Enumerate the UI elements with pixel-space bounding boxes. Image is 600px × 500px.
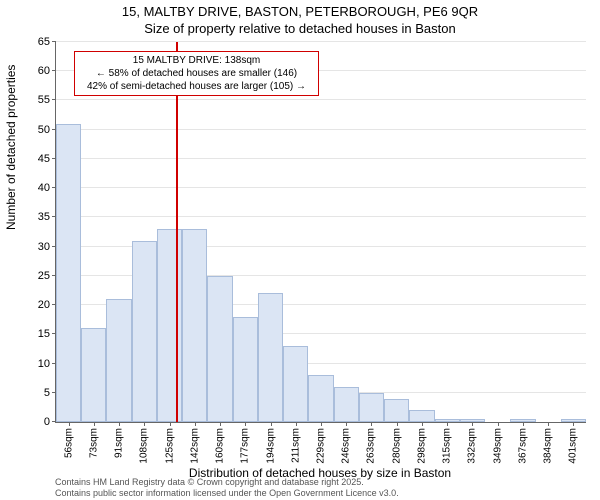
anno-line2: ← 58% of detached houses are smaller (14… [96, 68, 297, 79]
xtick-mark [296, 422, 297, 426]
xtick-label: 349sqm [492, 428, 503, 464]
plot-area: 0510152025303540455055606556sqm73sqm91sq… [55, 42, 586, 423]
xtick-label: 142sqm [189, 428, 200, 464]
gridline [56, 158, 586, 159]
ytick-label: 50 [38, 124, 56, 136]
bar [56, 124, 81, 422]
ytick-label: 15 [38, 328, 56, 340]
xtick-mark [422, 422, 423, 426]
bar [182, 229, 207, 422]
xtick-mark [245, 422, 246, 426]
xtick-label: 384sqm [543, 428, 554, 464]
xtick-mark [271, 422, 272, 426]
xtick-label: 160sqm [215, 428, 226, 464]
bar [409, 410, 434, 422]
bar [258, 293, 283, 422]
bar [81, 328, 106, 422]
xtick-label: 263sqm [366, 428, 377, 464]
ytick-label: 55 [38, 94, 56, 106]
xtick-label: 125sqm [164, 428, 175, 464]
marker-line [176, 42, 178, 422]
xtick-mark [498, 422, 499, 426]
bar [157, 229, 182, 422]
annotation-box: 15 MALTBY DRIVE: 138sqm ← 58% of detached… [74, 51, 319, 96]
gridline [56, 216, 586, 217]
bar [308, 375, 333, 422]
xtick-label: 108sqm [139, 428, 150, 464]
gridline [56, 187, 586, 188]
xtick-mark [144, 422, 145, 426]
gridline [56, 41, 586, 42]
xtick-mark [523, 422, 524, 426]
xtick-label: 194sqm [265, 428, 276, 464]
xtick-mark [346, 422, 347, 426]
xtick-label: 73sqm [88, 428, 99, 458]
license-line1: Contains HM Land Registry data © Crown c… [55, 477, 364, 487]
ytick-label: 65 [38, 36, 56, 48]
xtick-mark [195, 422, 196, 426]
xtick-mark [170, 422, 171, 426]
anno-line3: 42% of semi-detached houses are larger (… [87, 81, 306, 92]
xtick-mark [397, 422, 398, 426]
ytick-mark [52, 99, 56, 100]
title-main: 15, MALTBY DRIVE, BASTON, PETERBOROUGH, … [0, 4, 600, 19]
xtick-mark [220, 422, 221, 426]
license-text: Contains HM Land Registry data © Crown c… [55, 477, 399, 499]
bar [233, 317, 258, 422]
xtick-label: 315sqm [442, 428, 453, 464]
xtick-mark [119, 422, 120, 426]
xtick-mark [548, 422, 549, 426]
ytick-label: 5 [44, 387, 56, 399]
bar [106, 299, 131, 422]
anno-line1: 15 MALTBY DRIVE: 138sqm [133, 55, 260, 66]
xtick-label: 298sqm [416, 428, 427, 464]
xtick-label: 56sqm [63, 428, 74, 458]
bar [207, 276, 232, 422]
xtick-mark [447, 422, 448, 426]
ytick-label: 40 [38, 182, 56, 194]
ytick-label: 0 [44, 416, 56, 428]
ytick-label: 20 [38, 299, 56, 311]
ytick-mark [52, 70, 56, 71]
xtick-label: 280sqm [391, 428, 402, 464]
license-line2: Contains public sector information licen… [55, 488, 399, 498]
ytick-label: 10 [38, 358, 56, 370]
xtick-label: 177sqm [240, 428, 251, 464]
xtick-label: 229sqm [316, 428, 327, 464]
ytick-label: 35 [38, 211, 56, 223]
xtick-mark [371, 422, 372, 426]
title-sub: Size of property relative to detached ho… [0, 21, 600, 36]
gridline [56, 129, 586, 130]
xtick-mark [321, 422, 322, 426]
xtick-mark [472, 422, 473, 426]
xtick-label: 367sqm [517, 428, 528, 464]
ytick-label: 30 [38, 241, 56, 253]
chart-container: 15, MALTBY DRIVE, BASTON, PETERBOROUGH, … [0, 0, 600, 500]
bar [132, 241, 157, 422]
xtick-label: 91sqm [114, 428, 125, 458]
ytick-mark [52, 41, 56, 42]
xtick-mark [573, 422, 574, 426]
ytick-label: 60 [38, 65, 56, 77]
bar [384, 399, 409, 422]
xtick-mark [69, 422, 70, 426]
y-axis-label: Number of detached properties [4, 65, 18, 230]
xtick-label: 332sqm [467, 428, 478, 464]
gridline [56, 99, 586, 100]
xtick-label: 401sqm [568, 428, 579, 464]
xtick-label: 246sqm [341, 428, 352, 464]
xtick-label: 211sqm [290, 428, 301, 463]
bar [283, 346, 308, 422]
bar [359, 393, 384, 422]
ytick-label: 25 [38, 270, 56, 282]
ytick-label: 45 [38, 153, 56, 165]
bar [334, 387, 359, 422]
xtick-mark [94, 422, 95, 426]
